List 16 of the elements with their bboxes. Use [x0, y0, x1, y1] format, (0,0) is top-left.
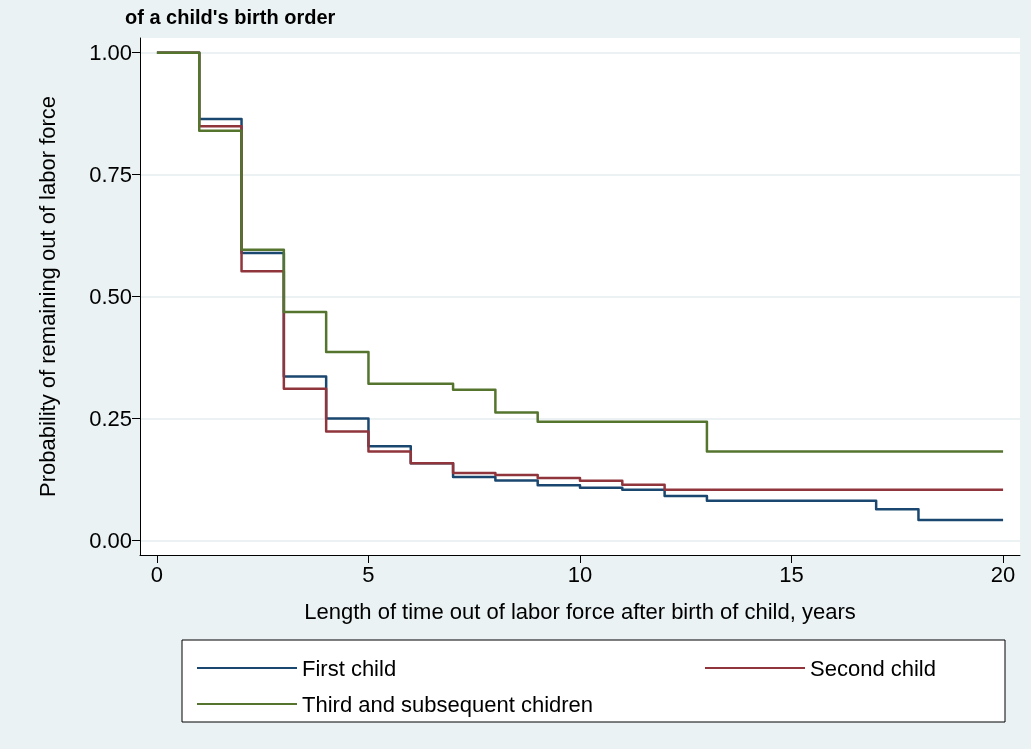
legend-label: First child: [302, 655, 397, 681]
y-tick-label: 0.25: [89, 405, 132, 431]
y-tick-label: 0.50: [89, 284, 132, 309]
x-tick-label: 20: [990, 561, 1016, 587]
x-tick-label: 5: [362, 561, 375, 587]
x-tick-label: 0: [150, 561, 164, 587]
x-tick-label: 10: [567, 561, 593, 587]
y-tick-label: 0.75: [89, 162, 132, 188]
y-tick-label: 1.00: [89, 40, 132, 66]
x-axis-title: Length of time out of labor force after birth of child, years: [304, 598, 856, 624]
legend-label: Third and subsequent chidren: [302, 691, 594, 717]
chart-title: of a child's birth order: [125, 6, 336, 28]
x-tick-label: 15: [779, 561, 804, 587]
y-tick-label: 0.00: [89, 527, 132, 553]
y-axis-title: Probability of remaining out of labor force: [34, 95, 60, 498]
legend-label: Second child: [810, 655, 936, 681]
